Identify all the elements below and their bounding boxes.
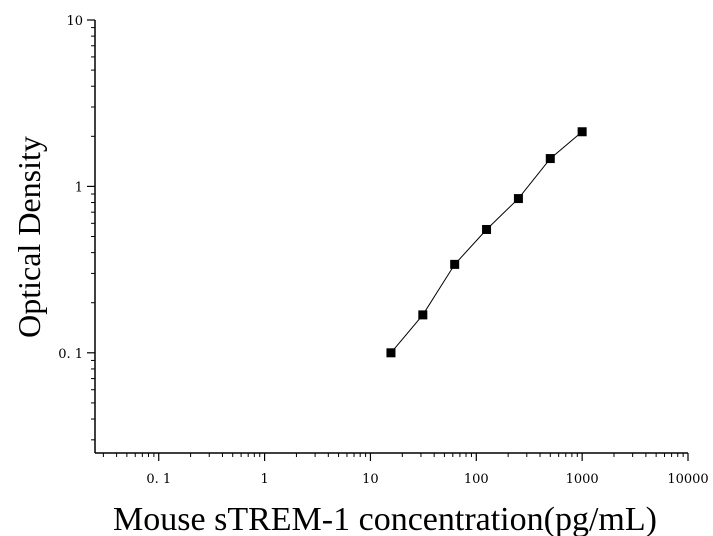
axes [94, 20, 688, 454]
data-point [386, 348, 396, 358]
x-tick-label: 10 [362, 472, 379, 487]
x-tick-label: 10000 [667, 472, 708, 487]
data-point [450, 259, 460, 269]
data-point [482, 224, 492, 234]
y-tick-label: 1 [75, 180, 83, 195]
x-tick-label: 0. 1 [146, 472, 171, 487]
data-point [513, 194, 523, 204]
fit-line [390, 131, 583, 354]
tick-labels: 0. 1 1 10 100 1000 10000 0. 1 1 10 [58, 14, 708, 487]
data-point [545, 154, 555, 164]
y-tick-label: 10 [66, 14, 83, 29]
x-tick-label: 1 [260, 472, 268, 487]
minor-ticks [91, 27, 684, 457]
fit-line-group [390, 131, 583, 354]
y-axis-title: Optical Density [11, 136, 47, 338]
x-tick-label: 100 [464, 472, 489, 487]
y-tick-label: 0. 1 [58, 347, 83, 362]
x-tick-label: 1000 [566, 472, 599, 487]
x-axis-title: Mouse sTREM-1 concentration(pg/mL) [113, 501, 657, 536]
data-point [577, 127, 587, 137]
data-points [386, 127, 587, 358]
data-point [418, 310, 428, 320]
major-ticks [87, 19, 689, 461]
